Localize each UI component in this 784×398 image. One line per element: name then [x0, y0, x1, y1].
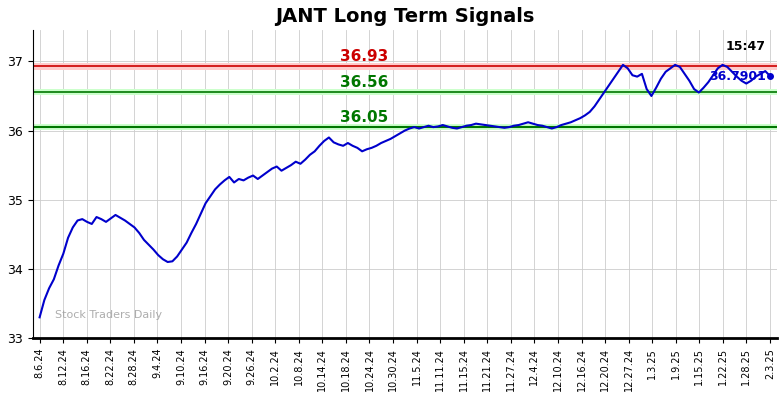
- Text: 36.56: 36.56: [339, 75, 388, 90]
- Text: 36.7901: 36.7901: [709, 70, 766, 83]
- Bar: [33, 124, 777, 130]
- Bar: [33, 89, 777, 95]
- Text: 15:47: 15:47: [726, 39, 766, 53]
- Text: 36.05: 36.05: [339, 110, 388, 125]
- Text: 36.93: 36.93: [339, 49, 388, 64]
- Title: JANT Long Term Signals: JANT Long Term Signals: [275, 7, 535, 26]
- Bar: [33, 63, 777, 70]
- Text: Stock Traders Daily: Stock Traders Daily: [55, 310, 162, 320]
